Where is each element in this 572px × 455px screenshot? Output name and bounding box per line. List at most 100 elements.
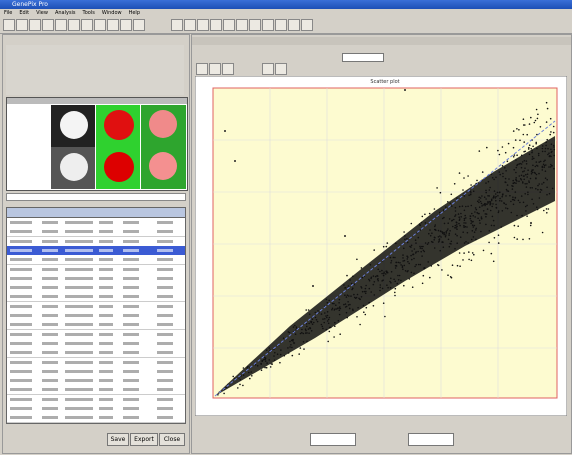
scatter-dot — [514, 154, 516, 156]
scatter-dot — [546, 208, 548, 210]
tool-icon[interactable] — [222, 63, 234, 75]
menu-item[interactable]: Tools — [83, 9, 95, 17]
tool-button[interactable] — [29, 19, 41, 31]
tool-button[interactable] — [197, 19, 209, 31]
scatter-dot — [483, 250, 485, 252]
scatter-dot — [542, 232, 544, 234]
cell-text — [99, 361, 113, 364]
scatter-dot — [536, 109, 538, 111]
scatter-dot — [327, 341, 329, 343]
tool-button[interactable] — [301, 19, 313, 31]
scatter-dot — [271, 363, 273, 365]
tool-icon[interactable] — [275, 63, 287, 75]
dropdown[interactable] — [342, 53, 384, 62]
tool-button[interactable] — [81, 19, 93, 31]
tool-button[interactable] — [249, 19, 261, 31]
cell-text — [157, 258, 173, 261]
scatter-dot — [491, 253, 493, 255]
cell-text — [157, 323, 173, 326]
cell-text — [157, 398, 173, 401]
tool-icon[interactable] — [196, 63, 208, 75]
cell-text — [123, 351, 139, 354]
scatter-dot — [497, 150, 499, 152]
scatter-dot — [422, 283, 424, 285]
scatter-dot — [530, 225, 532, 227]
scatter-dot — [470, 184, 472, 186]
tool-icon[interactable] — [262, 63, 274, 75]
cell-text — [157, 286, 173, 289]
tool-button[interactable] — [55, 19, 67, 31]
cell-pink — [141, 147, 186, 189]
menu-item[interactable]: File — [4, 9, 12, 17]
button[interactable]: Close — [159, 433, 185, 446]
tool-button[interactable] — [107, 19, 119, 31]
menu-item[interactable]: Edit — [19, 9, 29, 17]
scatter-dot — [251, 375, 253, 377]
tool-button[interactable] — [262, 19, 274, 31]
tool-button[interactable] — [223, 19, 235, 31]
cell-text — [65, 268, 93, 271]
cell-text — [123, 342, 139, 345]
tool-button[interactable] — [42, 19, 54, 31]
menu-item[interactable]: View — [36, 9, 48, 17]
scatter-dot — [529, 144, 531, 146]
button[interactable]: Save — [107, 433, 129, 446]
cell-text — [42, 305, 58, 308]
tool-button[interactable] — [210, 19, 222, 31]
cell-text — [42, 323, 58, 326]
scatter-dot — [312, 285, 314, 287]
tool-button[interactable] — [94, 19, 106, 31]
cell-text — [42, 286, 58, 289]
scatter-dot — [523, 118, 525, 120]
tool-button[interactable] — [16, 19, 28, 31]
scatter-dot — [517, 225, 519, 227]
dropdown[interactable] — [310, 433, 356, 446]
cell-text — [65, 342, 93, 345]
button[interactable]: Export — [130, 433, 158, 446]
tool-button[interactable] — [133, 19, 145, 31]
scatter-dot — [532, 146, 534, 148]
cell-text — [99, 286, 113, 289]
scatter-dot — [412, 286, 414, 288]
scatter-dot — [429, 213, 431, 215]
cell-text — [157, 221, 173, 224]
scatter-dot — [543, 210, 545, 212]
scatter-dot — [422, 216, 424, 218]
tool-button[interactable] — [288, 19, 300, 31]
tool-button[interactable] — [3, 19, 15, 31]
tool-button[interactable] — [68, 19, 80, 31]
tool-button[interactable] — [184, 19, 196, 31]
tool-icon[interactable] — [209, 63, 221, 75]
tool-button[interactable] — [120, 19, 132, 31]
scatter-dot — [479, 150, 481, 152]
cell-text — [157, 333, 173, 336]
menu-item[interactable]: Help — [129, 9, 140, 17]
cell-text — [10, 314, 32, 317]
scatter-dot — [505, 152, 507, 154]
cell-text — [65, 221, 93, 224]
cell-text — [157, 370, 173, 373]
slider[interactable] — [6, 193, 186, 201]
tool-button[interactable] — [171, 19, 183, 31]
scatter-dot — [344, 235, 346, 237]
menu-item[interactable]: Analysis — [55, 9, 76, 17]
menu-item[interactable]: Window — [102, 9, 122, 17]
scatter-dot — [507, 161, 509, 163]
scatter-dot — [404, 89, 406, 91]
tool-button[interactable] — [236, 19, 248, 31]
table-header — [7, 208, 185, 218]
cell-text — [123, 295, 139, 298]
scatter-plot: Scatter plot — [195, 76, 567, 416]
cell-text — [99, 249, 113, 252]
dropdown[interactable] — [408, 433, 454, 446]
cell-text — [10, 221, 32, 224]
cell-text — [10, 230, 32, 233]
scatter-dot — [550, 131, 552, 133]
tab-strip — [192, 37, 571, 45]
spot — [149, 110, 177, 138]
scatter-dot — [394, 292, 396, 294]
cell-text — [157, 361, 173, 364]
scatter-dot — [522, 239, 524, 241]
scatter-dot — [463, 177, 465, 179]
tool-button[interactable] — [275, 19, 287, 31]
